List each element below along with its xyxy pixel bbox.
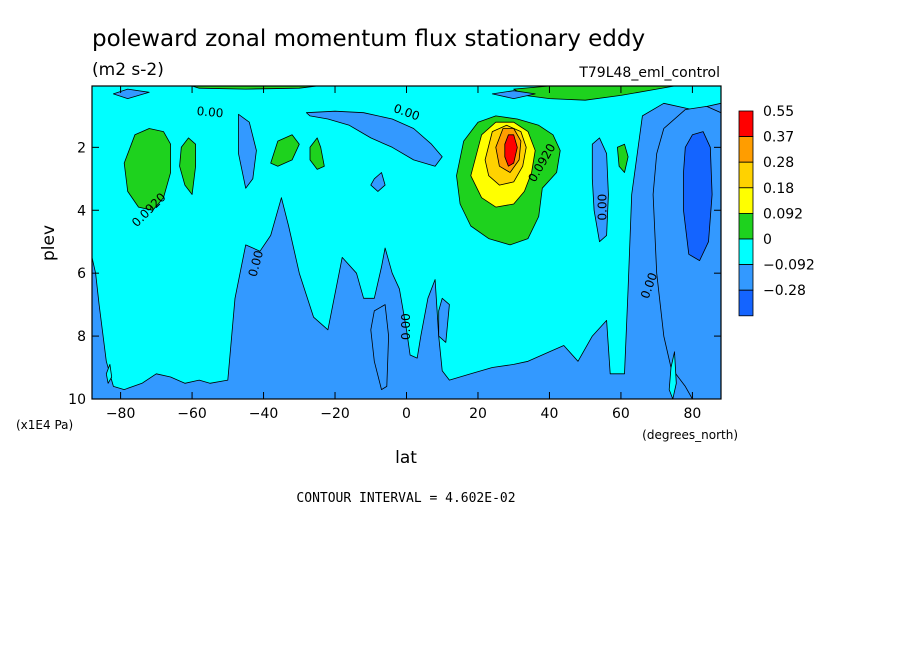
x-axis-units: (degrees_north) (642, 428, 738, 442)
contour-region-12 (270, 134, 300, 167)
contour-region-2 (238, 113, 257, 189)
contour-region-21 (191, 86, 318, 90)
y-tick-label: 8 (77, 329, 86, 345)
contour-label-6: 0.00 (399, 313, 413, 340)
x-tick-label: 60 (612, 406, 630, 422)
x-axis-label: lat (395, 448, 417, 468)
contour-region-1 (305, 110, 443, 167)
y-tick-label: 2 (77, 140, 86, 156)
legend-label: 0.18 (763, 181, 794, 197)
x-tick-label: −60 (177, 406, 207, 422)
chart-units: (m2 s-2) (92, 60, 164, 80)
x-tick-label: −40 (249, 406, 279, 422)
color-legend: 0.55 0.37 0.28 0.18 0.092 0 −0.092 −0.28 (738, 104, 815, 317)
legend-swatch (738, 187, 754, 214)
x-tick-label: 80 (683, 406, 701, 422)
x-tick-label: 0 (402, 406, 411, 422)
run-label: T79L48_eml_control (578, 65, 720, 81)
contour-fill-regions (92, 86, 721, 399)
contour-region-9 (668, 351, 677, 399)
contour-region-23 (491, 90, 536, 99)
legend-label: −0.092 (763, 258, 815, 274)
contour-region-8 (105, 363, 113, 384)
y-tick-label: 10 (68, 392, 86, 408)
legend-swatch (738, 110, 754, 138)
contour-label-5: 0.00 (246, 249, 266, 278)
contour-region-24 (683, 131, 713, 262)
contour-region-10 (123, 128, 172, 211)
legend-label: −0.28 (763, 283, 806, 299)
legend-label: 0.28 (763, 155, 794, 171)
legend-swatch (738, 289, 754, 317)
contour-region-6 (438, 297, 450, 343)
contour-region-18 (504, 134, 518, 167)
contour-label-4: 0.00 (596, 194, 610, 221)
contour-region-3 (370, 172, 386, 192)
y-tick-label: 4 (77, 203, 86, 219)
legend-label: 0 (763, 232, 772, 248)
contour-region-13 (309, 137, 325, 170)
contour-region-11 (179, 137, 197, 195)
legend-label: 0.092 (763, 206, 803, 222)
legend-swatch (738, 136, 754, 163)
y-axis-units: (x1E4 Pa) (16, 418, 73, 432)
contour-label-0: 0.00 (196, 104, 224, 120)
legend-swatch (738, 161, 754, 189)
x-tick-label: −20 (320, 406, 350, 422)
contour-interval: CONTOUR INTERVAL = 4.602E-02 (296, 491, 515, 506)
legend-swatch (738, 238, 754, 266)
y-axis: 2 4 6 8 10 (68, 140, 721, 408)
legend-label: 0.37 (763, 130, 794, 146)
y-tick-label: 6 (77, 266, 86, 282)
contour-region-20 (513, 86, 675, 101)
contour-region-4 (591, 137, 609, 243)
legend-label: 0.55 (763, 104, 794, 120)
x-axis: −80 −60 −40 −20 0 20 40 60 80 (106, 86, 701, 422)
contour-region-5 (370, 304, 390, 391)
contour-region-22 (113, 88, 150, 99)
x-tick-label: −80 (106, 406, 136, 422)
y-axis-label: plev (39, 225, 59, 261)
contour-region-19 (617, 143, 629, 173)
x-tick-label: 40 (541, 406, 559, 422)
legend-swatch (738, 264, 754, 291)
chart-title: poleward zonal momentum flux stationary … (92, 26, 645, 52)
x-tick-label: 20 (469, 406, 487, 422)
legend-swatch (738, 212, 754, 240)
